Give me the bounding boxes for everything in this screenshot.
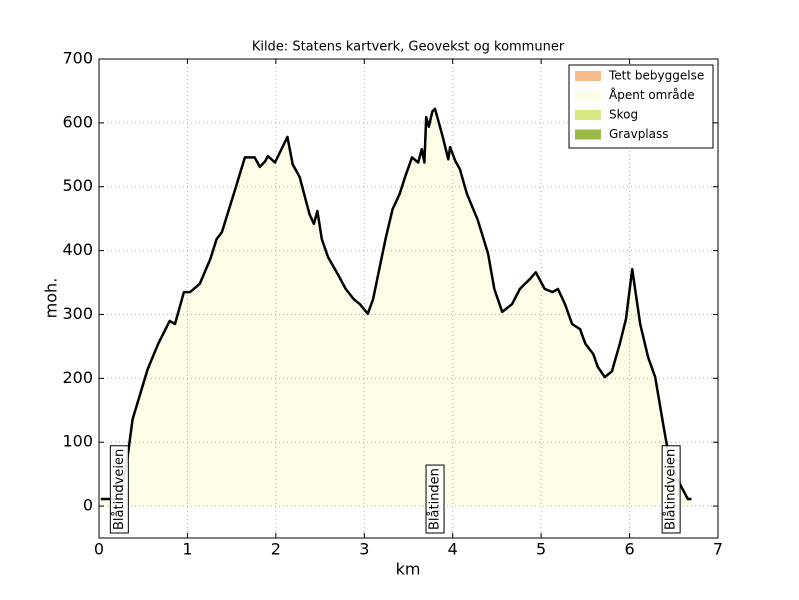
- legend-label: Gravplass: [609, 127, 669, 141]
- y-tick-label: 200: [62, 368, 93, 387]
- annotation: Blåtindveien: [661, 445, 681, 534]
- y-tick-label: 300: [62, 304, 93, 323]
- y-tick-label: 600: [62, 112, 93, 131]
- x-axis-label: km: [396, 560, 421, 579]
- legend-swatch: [575, 71, 601, 81]
- legend-swatch: [575, 110, 601, 120]
- annotation-box: [109, 445, 129, 534]
- annotation-label: Blåtindveien: [112, 449, 127, 530]
- y-tick-label: 400: [62, 240, 93, 259]
- plot-frame: [98, 58, 719, 539]
- y-tick-label: 700: [62, 49, 93, 68]
- y-axis-label: moh.: [42, 278, 61, 319]
- x-tick-label: 5: [536, 540, 546, 559]
- annotation-label: Blåtinden: [428, 468, 443, 530]
- x-tick-label: 1: [182, 540, 192, 559]
- x-tick-label: 4: [448, 540, 458, 559]
- annotation: Blåtindveien: [109, 445, 129, 534]
- x-tick-label: 3: [359, 540, 369, 559]
- annotation: Blåtinden: [425, 464, 445, 534]
- x-tick-label: 2: [271, 540, 281, 559]
- y-tick-label: 0: [83, 496, 93, 515]
- x-tick-label: 0: [94, 540, 104, 559]
- legend: Tett bebyggelse Åpent område Skog Gravplass: [568, 64, 714, 149]
- legend-label: Åpent område: [609, 87, 695, 102]
- legend-swatch: [575, 90, 601, 101]
- chart-title: Kilde: Statens kartverk, Geovekst og kom…: [252, 40, 565, 55]
- annotation-label: Blåtindveien: [664, 449, 679, 530]
- annotation-box: [661, 445, 681, 534]
- profile-line: [100, 107, 692, 501]
- x-tick-label: 7: [713, 540, 723, 559]
- x-tick-label: 6: [624, 540, 634, 559]
- area: [100, 108, 692, 507]
- annotation-box: [425, 464, 445, 534]
- y-tick-label: 100: [62, 432, 93, 451]
- legend-swatch: [575, 129, 601, 140]
- legend-label: Skog: [609, 108, 638, 122]
- legend-label: Tett bebyggelse: [608, 69, 704, 83]
- y-tick-label: 500: [62, 176, 93, 195]
